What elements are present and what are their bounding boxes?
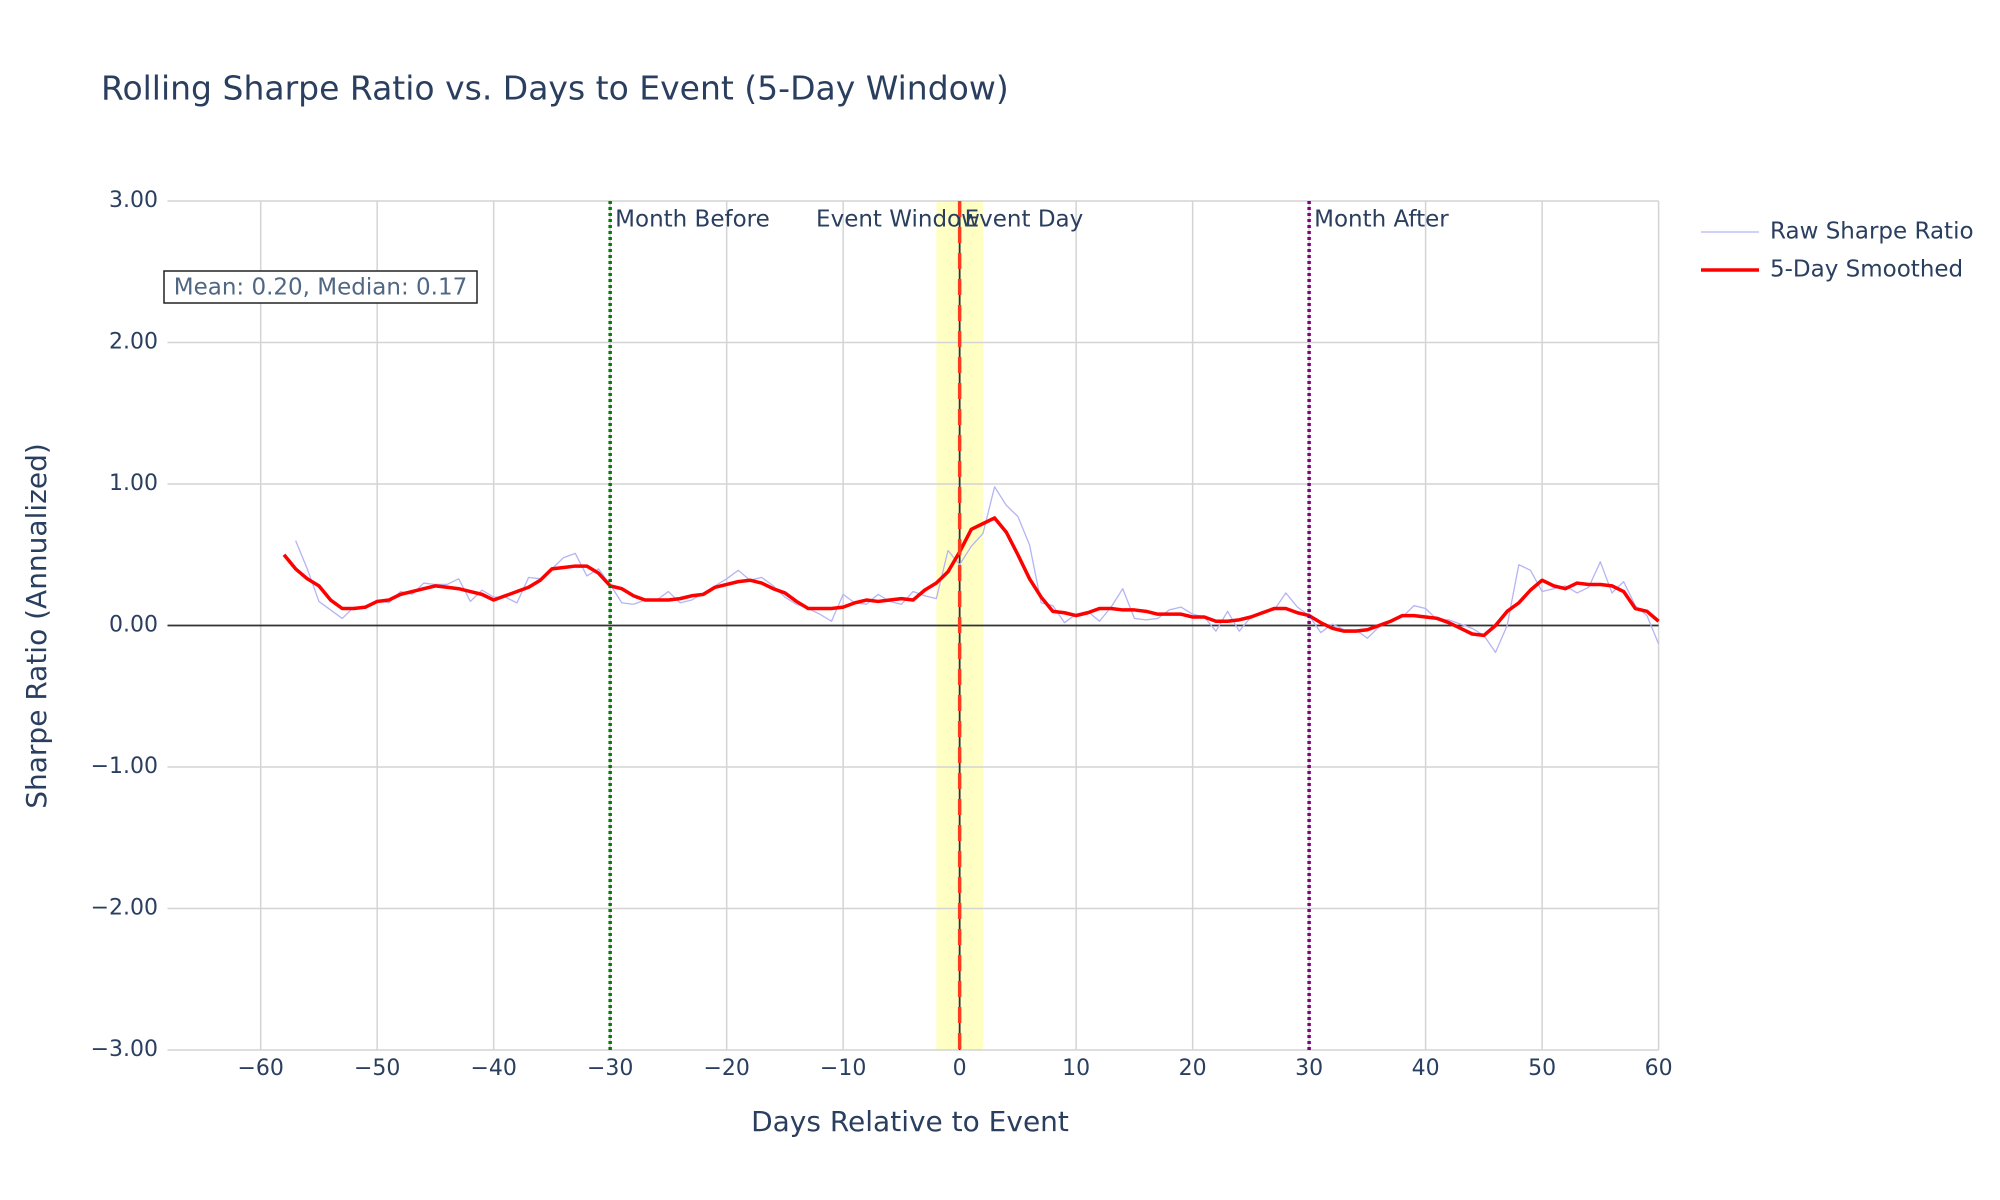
y-tick-label: 0.00 [109,613,158,638]
x-tick-label: −40 [470,1056,516,1081]
event-window-label: Event Window [816,207,980,233]
x-tick-label: −50 [354,1056,400,1081]
reference-label: Event Day [965,207,1084,233]
series-line [282,516,1660,638]
x-tick-label: 0 [953,1056,967,1081]
y-tick-label: 1.00 [109,471,158,496]
legend-label: 5-Day Smoothed [1770,257,1963,283]
y-tick-label: −1.00 [91,754,158,779]
y-tick-label: 3.00 [109,188,158,213]
x-tick-label: 40 [1412,1056,1440,1081]
x-tick-label: 30 [1295,1056,1323,1081]
reference-label: Month Before [615,207,770,233]
y-tick-label: −3.00 [91,1037,158,1062]
x-tick-label: −10 [820,1056,866,1081]
y-tick-label: 2.00 [109,330,158,355]
annotation-box [163,270,478,304]
x-tick-label: −60 [237,1056,283,1081]
x-tick-label: 10 [1062,1056,1090,1081]
reference-label: Month After [1314,207,1449,233]
y-tick-label: −2.00 [91,896,158,921]
x-tick-label: −30 [587,1056,633,1081]
x-tick-label: 60 [1645,1056,1673,1081]
annotation: Mean: 0.20, Median: 0.17 [174,275,468,301]
x-tick-label: −20 [703,1056,749,1081]
y-axis-title: Sharpe Ratio (Annualized) [20,443,53,809]
chart-title: Rolling Sharpe Ratio vs. Days to Event (… [101,69,1009,108]
x-tick-label: 50 [1528,1056,1556,1081]
x-axis-title: Days Relative to Event [751,1105,1069,1138]
x-tick-label: 20 [1179,1056,1207,1081]
legend-label: Raw Sharpe Ratio [1770,219,1974,245]
